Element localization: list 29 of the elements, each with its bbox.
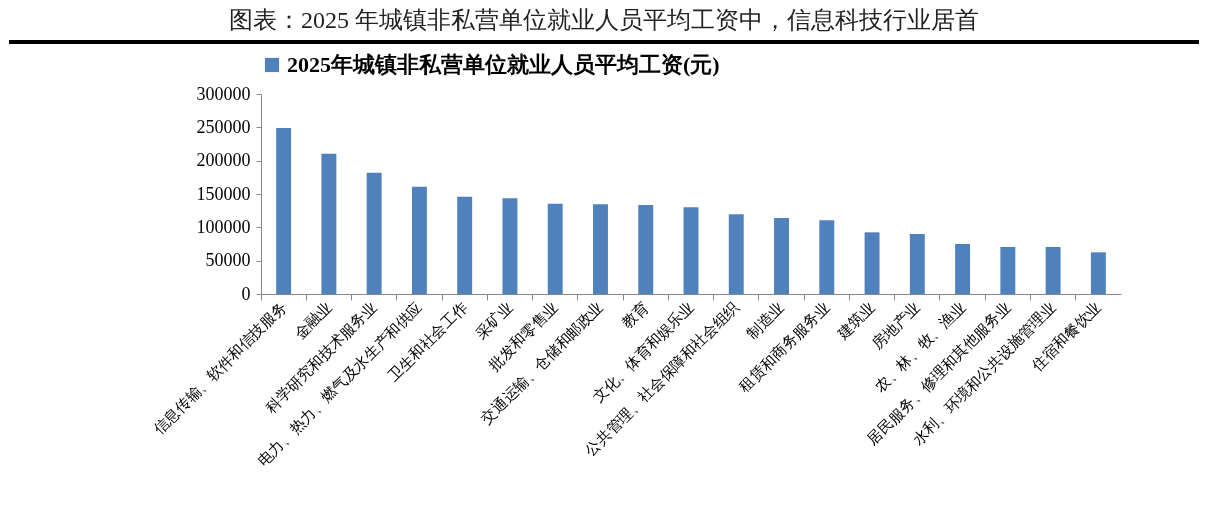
bar	[955, 244, 971, 294]
bar	[909, 234, 925, 294]
y-tick-label: 100000	[196, 216, 251, 237]
bar	[276, 128, 292, 294]
bar	[1000, 247, 1016, 294]
bar	[638, 205, 654, 294]
y-tick-label: 150000	[196, 183, 251, 204]
bar	[819, 220, 835, 294]
bar	[683, 207, 699, 294]
bar	[774, 218, 789, 294]
legend-label: 2025年城镇非私营单位就业人员平均工资(元)	[287, 52, 720, 77]
bar	[547, 203, 563, 294]
bar	[593, 204, 608, 294]
x-tick-label: 教育	[618, 298, 652, 332]
bar	[502, 198, 518, 294]
bar	[1045, 247, 1061, 294]
bar	[411, 186, 427, 294]
y-tick-label: 50000	[205, 250, 251, 271]
bar	[366, 172, 382, 294]
y-tick-label: 0	[241, 283, 251, 304]
y-tick-label: 300000	[196, 83, 251, 104]
bar	[321, 153, 337, 294]
bar	[864, 232, 880, 294]
bar	[457, 196, 473, 294]
y-tick-label: 200000	[196, 150, 251, 171]
chart-title: 图表：2025 年城镇非私营单位就业人员平均工资中，信息科技行业居首	[9, 0, 1199, 44]
bar	[728, 214, 744, 294]
bar	[1090, 252, 1106, 294]
y-tick-label: 250000	[196, 116, 251, 137]
